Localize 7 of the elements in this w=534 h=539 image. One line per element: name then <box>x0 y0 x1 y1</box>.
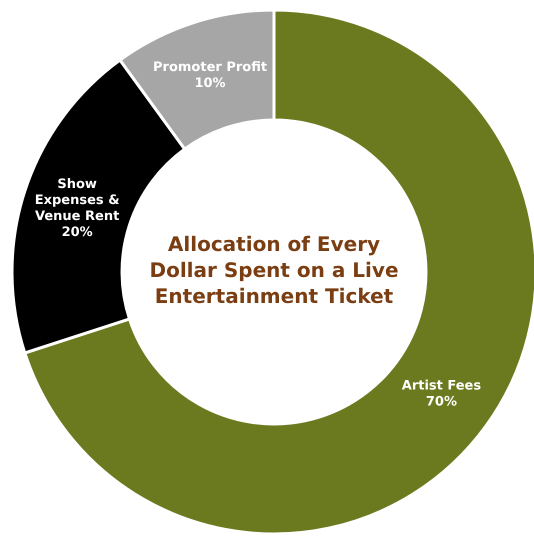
text: Allocation of Every Dollar Spent on a Live Entertainment Ticket <box>149 232 399 308</box>
data-label: 70% <box>426 394 458 410</box>
slice-label: Promoter Profit <box>153 60 268 75</box>
data-label: 20% <box>62 224 93 240</box>
slice-label: Artist Fees <box>402 378 482 394</box>
slice-label: Show Expenses & Venue Rent <box>34 176 120 224</box>
data-label: 10% <box>194 76 226 91</box>
